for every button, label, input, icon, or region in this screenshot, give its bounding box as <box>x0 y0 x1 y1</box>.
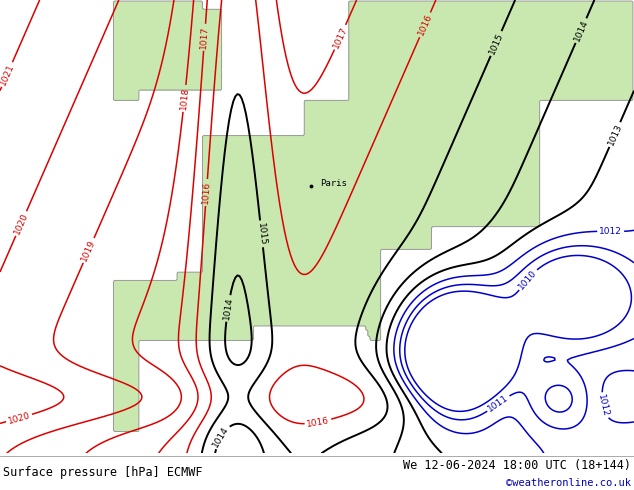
Text: Paris: Paris <box>320 179 347 188</box>
Text: 1015: 1015 <box>488 31 505 56</box>
Text: 1014: 1014 <box>573 18 590 43</box>
Text: 1015: 1015 <box>256 222 267 246</box>
Text: 1016: 1016 <box>201 181 212 204</box>
Text: 1017: 1017 <box>199 25 210 49</box>
Text: 1013: 1013 <box>606 122 624 147</box>
Text: Surface pressure [hPa] ECMWF: Surface pressure [hPa] ECMWF <box>3 466 203 479</box>
Text: 1010: 1010 <box>517 268 538 291</box>
Text: 1020: 1020 <box>7 411 31 425</box>
Text: 1019: 1019 <box>80 238 98 263</box>
Text: We 12-06-2024 18:00 UTC (18+144): We 12-06-2024 18:00 UTC (18+144) <box>403 459 631 471</box>
Text: 1012: 1012 <box>599 227 622 236</box>
Text: 1016: 1016 <box>417 13 434 37</box>
Text: 1014: 1014 <box>211 424 231 449</box>
Text: 1016: 1016 <box>306 416 330 429</box>
Text: 1017: 1017 <box>332 25 349 49</box>
Text: 1014: 1014 <box>222 296 235 320</box>
Text: 1021: 1021 <box>0 62 16 87</box>
Text: 1011: 1011 <box>486 393 510 414</box>
Text: 1018: 1018 <box>179 87 190 110</box>
Text: ©weatheronline.co.uk: ©weatheronline.co.uk <box>506 478 631 489</box>
Text: 1020: 1020 <box>13 211 30 236</box>
Text: 1012: 1012 <box>596 393 610 418</box>
